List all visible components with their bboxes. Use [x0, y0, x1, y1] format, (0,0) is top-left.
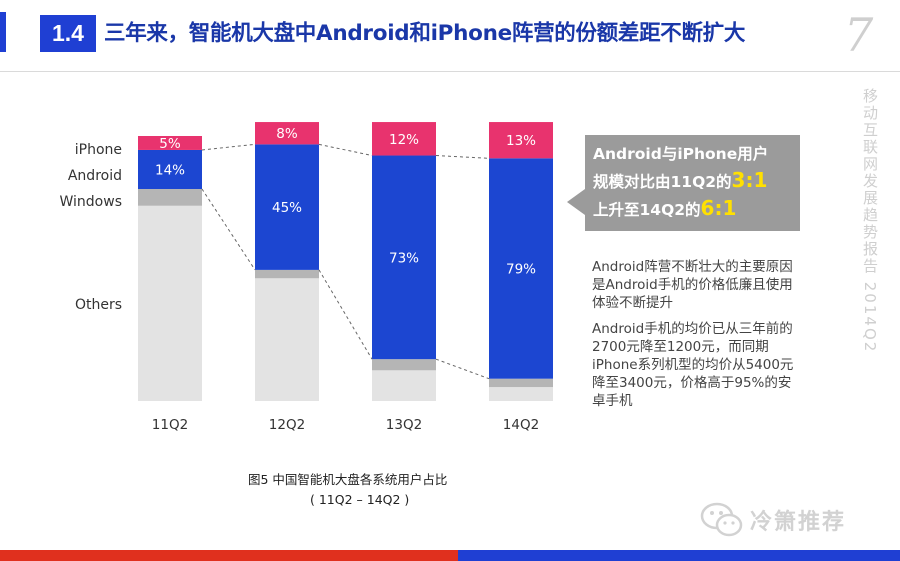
- connector-android-bottom-2: [435, 358, 490, 380]
- ratio-from: 3:1: [731, 168, 768, 192]
- series-label-iphone: iPhone: [75, 142, 122, 158]
- bar-windows-14q2: [489, 378, 553, 388]
- figure-caption: 图5 中国智能机大盘各系统用户占比: [248, 472, 448, 487]
- data-label-android-11q2: 14%: [155, 162, 185, 178]
- data-label-iphone-13q2: 12%: [389, 132, 419, 148]
- connector-android-top-0: [201, 143, 256, 151]
- data-label-android-14q2: 79%: [506, 262, 536, 278]
- callout-line-2-text: 规模对比由11Q2的: [593, 173, 732, 191]
- callout-line-3-text: 上升至14Q2的: [593, 201, 701, 219]
- header-divider: [0, 71, 900, 72]
- bar-windows-11q2: [138, 189, 202, 206]
- x-tick-label-11q2: 11Q2: [152, 417, 188, 433]
- connector-android-bottom-0: [201, 188, 256, 271]
- callout-line-3: 上升至14Q2的6:1: [593, 195, 800, 223]
- series-label-windows: Windows: [60, 194, 123, 210]
- footer-bar-red: [0, 550, 458, 561]
- data-label-android-13q2: 73%: [389, 250, 419, 266]
- page-number: 7: [844, 8, 874, 62]
- bar-others-12q2: [255, 278, 319, 401]
- wechat-icon: [700, 502, 743, 537]
- bar-iphone-13q2: [372, 122, 436, 156]
- data-label-android-12q2: 45%: [272, 200, 302, 216]
- connector-android-bottom-1: [318, 269, 373, 360]
- bar-windows-12q2: [255, 269, 319, 279]
- data-label-iphone-11q2: 5%: [159, 136, 181, 152]
- series-label-android: Android: [68, 168, 122, 184]
- bar-android-11q2: [138, 149, 202, 189]
- slide-header: 1.4 三年来，智能机大盘中Android和iPhone阵营的份额差距不断扩大 …: [0, 0, 900, 74]
- bar-android-14q2: [489, 158, 553, 379]
- connector-android-top-1: [318, 143, 373, 157]
- bar-iphone-14q2: [489, 122, 553, 159]
- footer-bar-blue: [458, 550, 900, 561]
- bar-android-12q2: [255, 144, 319, 270]
- watermark-text: 冷箫推荐: [750, 510, 847, 535]
- watermark: 冷箫推荐: [700, 500, 846, 540]
- data-label-iphone-14q2: 13%: [506, 133, 536, 149]
- connector-android-top-2: [435, 155, 490, 159]
- bar-iphone-12q2: [255, 122, 319, 145]
- section-badge: 1.4: [40, 15, 96, 52]
- header-accent-bar: [0, 12, 6, 52]
- bar-others-11q2: [138, 205, 202, 401]
- callout-line-1: Android与iPhone用户: [593, 145, 769, 163]
- slide-title: 三年来，智能机大盘中Android和iPhone阵营的份额差距不断扩大: [104, 21, 746, 46]
- series-label-others: Others: [75, 297, 122, 313]
- data-label-iphone-12q2: 8%: [276, 126, 298, 142]
- x-tick-label-12q2: 12Q2: [269, 417, 305, 433]
- bar-windows-13q2: [372, 359, 436, 371]
- callout-arrow: [567, 189, 585, 215]
- report-side-label: 移动互联网发展趋势报告 2014Q2: [861, 88, 879, 354]
- callout-line-2: 规模对比由11Q2的3:1: [593, 167, 800, 195]
- bar-others-14q2: [489, 387, 553, 401]
- bar-iphone-11q2: [138, 136, 202, 150]
- bar-android-13q2: [372, 155, 436, 360]
- figure-subcaption: ( 11Q2 – 14Q2 ): [310, 492, 410, 507]
- bar-others-13q2: [372, 370, 436, 401]
- ratio-callout: Android与iPhone用户 规模对比由11Q2的3:1 上升至14Q2的6…: [585, 135, 800, 231]
- ratio-to: 6:1: [700, 196, 737, 220]
- note-reason: Android阵营不断壮大的主要原因是Android手机的价格低廉且使用体验不断…: [592, 259, 793, 311]
- note-price: Android手机的均价已从三年前的2700元降至1200元，而同期iPhone…: [592, 321, 794, 409]
- x-tick-label-13q2: 13Q2: [386, 417, 422, 433]
- x-tick-label-14q2: 14Q2: [503, 417, 539, 433]
